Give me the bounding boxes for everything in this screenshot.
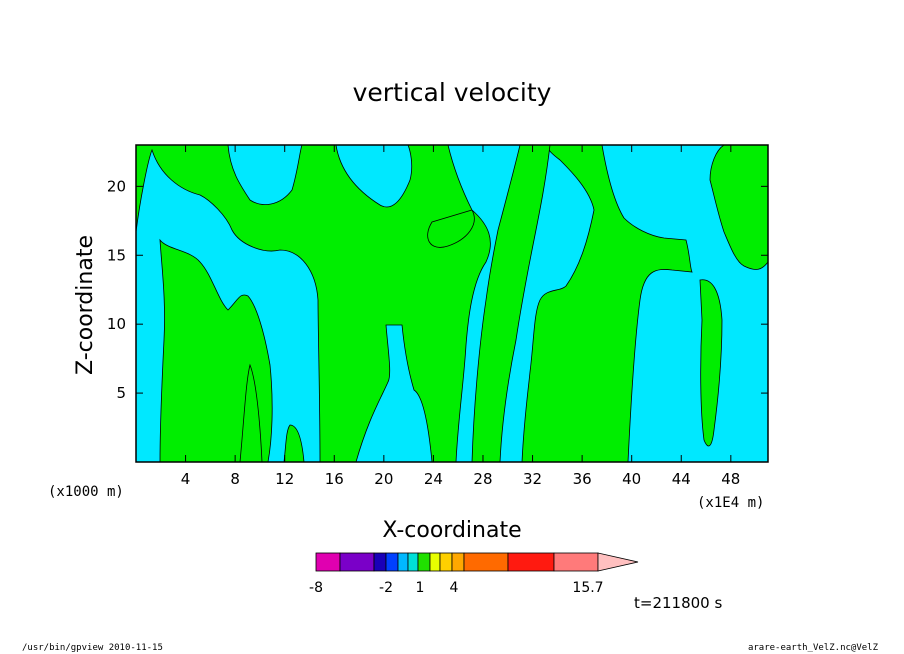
x-tick-label: 12 xyxy=(275,470,294,488)
x-axis-label: X-coordinate xyxy=(382,518,521,543)
colorbar-swatch xyxy=(315,552,341,572)
positive-region-1 xyxy=(136,145,491,462)
colorbar-swatch xyxy=(397,552,409,572)
y-tick-label: 20 xyxy=(107,177,126,195)
time-label: t=211800 s xyxy=(634,594,722,612)
colorbar-arrow xyxy=(597,552,639,572)
colorbar-swatch xyxy=(451,552,465,572)
footer-right: arare-earth_VelZ.nc@VelZ xyxy=(748,643,879,653)
colorbar-swatch xyxy=(507,552,555,572)
x-tick-label: 4 xyxy=(181,470,191,488)
x-tick-label: 8 xyxy=(230,470,240,488)
colorbar-swatch xyxy=(385,552,399,572)
colorbar-tick-label: 1 xyxy=(416,580,425,596)
x-tick-label: 16 xyxy=(325,470,344,488)
colorbar-swatch xyxy=(553,552,599,572)
y-tick-label: 5 xyxy=(116,384,126,402)
colorbar-swatch xyxy=(439,552,453,572)
colorbar-tick-label: 15.7 xyxy=(572,580,603,596)
x-tick-label: 20 xyxy=(374,470,393,488)
y-tick-label: 15 xyxy=(107,246,126,264)
colorbar-swatch xyxy=(463,552,509,572)
colorbar-swatch xyxy=(429,552,441,572)
colorbar-tick-label: -2 xyxy=(379,580,393,596)
y-axis-label: Z-coordinate xyxy=(73,235,98,375)
colorbar-swatch xyxy=(339,552,375,572)
positive-region-6 xyxy=(283,424,305,462)
y-axis-ticks: 5 10 15 20 xyxy=(107,177,768,402)
x-tick-label: 24 xyxy=(424,470,443,488)
colorbar-tick-label: -8 xyxy=(309,580,323,596)
y-unit-label: (x1000 m) xyxy=(48,484,124,500)
colorbar-swatch xyxy=(407,552,419,572)
x-tick-label: 44 xyxy=(672,470,691,488)
colorbar-swatch xyxy=(417,552,431,572)
positive-region-3 xyxy=(521,145,693,462)
plot-frame xyxy=(135,144,769,463)
chart-title: vertical velocity xyxy=(353,78,552,107)
x-tick-label: 28 xyxy=(473,470,492,488)
positive-region-2 xyxy=(159,238,273,462)
positive-region-7 xyxy=(709,145,768,270)
footer-left: /usr/bin/gpview 2010-11-15 xyxy=(22,643,163,653)
colorbar-tick-label: 4 xyxy=(450,580,459,596)
colorbar-swatch xyxy=(373,552,387,572)
x-tick-label: 32 xyxy=(523,470,542,488)
x-tick-label: 40 xyxy=(622,470,641,488)
colorbar-labels: -8 -2 1 4 15.7 xyxy=(309,580,604,596)
colorbar xyxy=(315,552,639,572)
x-axis-ticks: 4 8 12 16 20 24 28 32 36 40 44 48 xyxy=(181,145,740,488)
positive-region-5 xyxy=(699,279,723,447)
contour-fills xyxy=(136,145,768,462)
x-tick-label: 48 xyxy=(721,470,740,488)
x-tick-label: 36 xyxy=(573,470,592,488)
x-unit-label: (x1E4 m) xyxy=(697,495,764,511)
y-tick-label: 10 xyxy=(107,315,126,333)
